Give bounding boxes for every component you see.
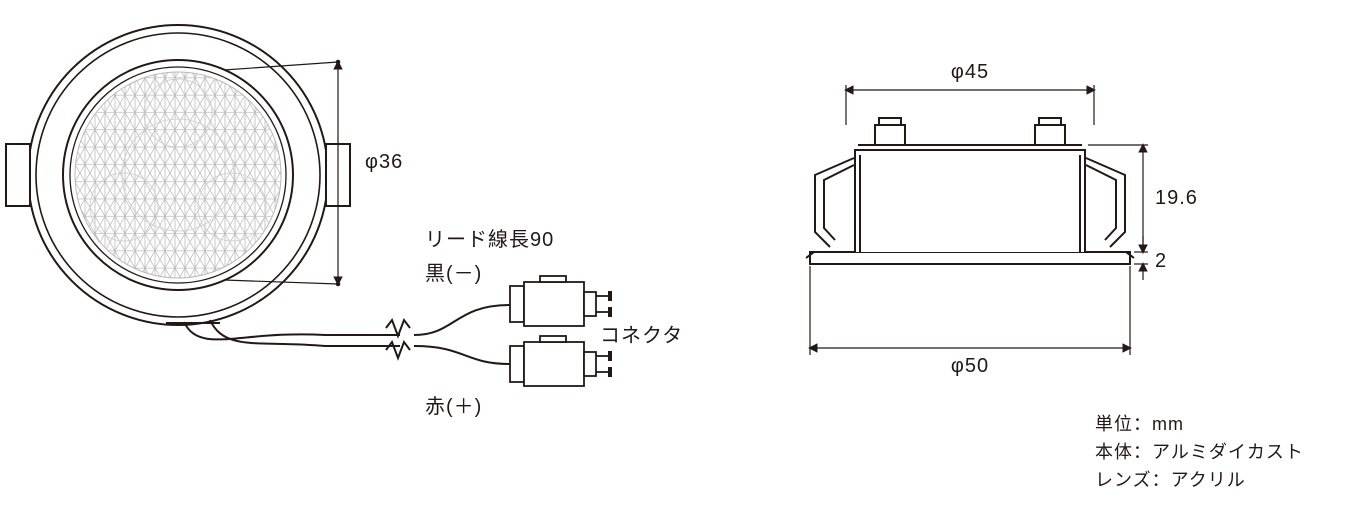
side-view [806,85,1148,355]
legend-body: 本体：アルミダイカスト [1095,442,1304,462]
connector-black [510,276,612,326]
label-connector: コネクタ [600,324,683,347]
label-red-plus: 赤(＋) [425,395,482,418]
label-black-minus: 黒(－) [425,263,482,285]
front-view [6,25,612,386]
label-phi36: φ36 [365,151,403,173]
label-lead-length: リード線長90 [425,228,554,251]
legend-unit: 単位：mm [1095,414,1184,434]
legend-lens: レンズ：アクリル [1095,470,1246,490]
label-h2: 2 [1155,250,1167,272]
label-h196: 19.6 [1155,187,1198,209]
label-phi45: φ45 [951,61,989,83]
connector-red [510,336,612,386]
label-phi50: φ50 [951,355,989,377]
